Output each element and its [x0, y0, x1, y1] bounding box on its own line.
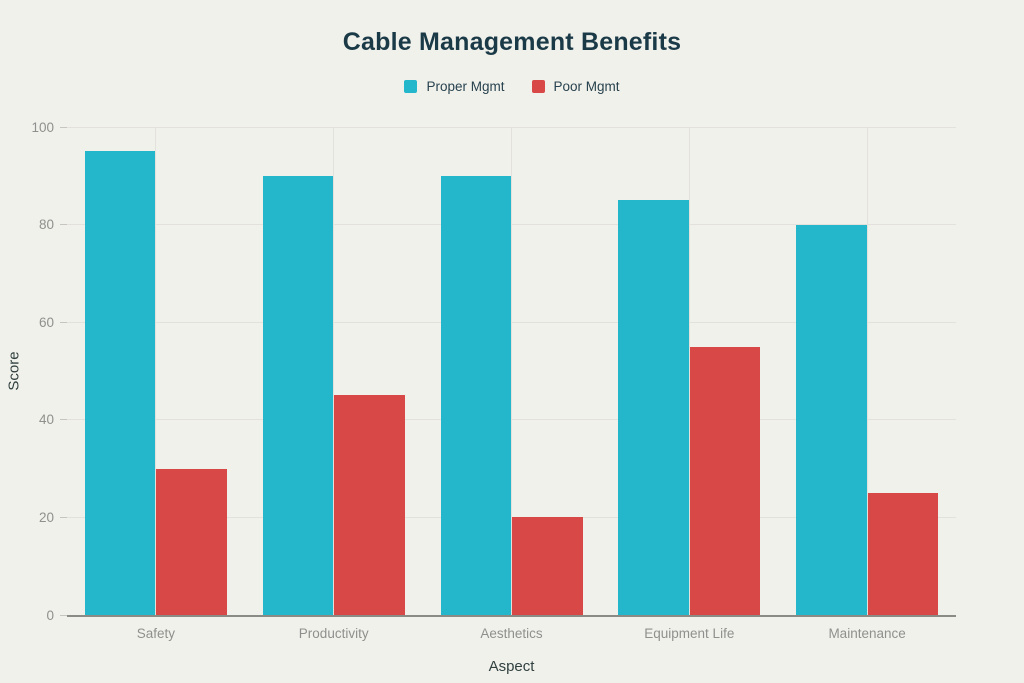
x-axis-title: Aspect	[488, 658, 535, 675]
bar-poor-mgmt-aesthetics	[511, 517, 583, 615]
gridline-x-aesthetics	[511, 127, 512, 615]
bar-proper-mgmt-aesthetics	[440, 175, 512, 615]
tick-mark-y-60	[60, 321, 67, 323]
tick-mark-y-40	[60, 419, 67, 421]
legend-swatch-poor-mgmt	[531, 80, 545, 94]
legend-item-proper-mgmt: Proper Mgmt	[404, 79, 505, 94]
category-label-aesthetics: Aesthetics	[480, 626, 543, 641]
gridline-x-safety	[155, 127, 157, 615]
y-tick-label-40: 40	[38, 412, 54, 428]
bar-poor-mgmt-productivity	[333, 395, 405, 615]
legend-item-poor-mgmt: Poor Mgmt	[531, 79, 620, 94]
gridline-x-productivity	[333, 127, 335, 615]
y-tick-label-20: 20	[38, 509, 54, 525]
y-tick-label-80: 80	[38, 216, 54, 232]
category-label-maintenance: Maintenance	[828, 626, 906, 641]
gridline-x-equipment-life	[688, 127, 690, 615]
legend-swatch-proper-mgmt	[404, 80, 418, 94]
tick-mark-y-100	[60, 126, 67, 128]
y-tick-label-60: 60	[38, 314, 54, 330]
bar-proper-mgmt-equipment-life	[618, 200, 690, 615]
bar-poor-mgmt-equipment-life	[689, 346, 761, 615]
y-tick-label-100: 100	[31, 119, 54, 135]
category-label-safety: Safety	[136, 626, 176, 641]
tick-mark-y-20	[60, 516, 67, 518]
plot-area: 0 20 40 60 80 100 Safety Productivity Aesthetics…	[31, 120, 956, 640]
bar-proper-mgmt-maintenance	[796, 224, 868, 615]
category-label-equipment-life: Equipment Life	[644, 626, 735, 641]
y-tick-label-0: 0	[46, 607, 54, 623]
bar-poor-mgmt-safety	[155, 468, 227, 615]
chart-title: Cable Management Benefits	[342, 28, 682, 56]
bar-proper-mgmt-productivity	[262, 175, 334, 615]
category-label-productivity: Productivity	[298, 626, 369, 641]
tick-mark-y-80	[60, 224, 67, 226]
tick-mark-y-0	[60, 614, 67, 616]
legend-label-poor-mgmt: Poor Mgmt	[553, 79, 620, 94]
bar-poor-mgmt-maintenance	[867, 493, 939, 615]
gridline-x-maintenance	[866, 127, 868, 615]
legend: Proper Mgmt Poor Mgmt	[0, 80, 1024, 94]
bar-proper-mgmt-safety	[84, 151, 156, 615]
y-axis-title: Score	[5, 351, 23, 391]
legend-label-proper-mgmt: Proper Mgmt	[426, 79, 505, 94]
